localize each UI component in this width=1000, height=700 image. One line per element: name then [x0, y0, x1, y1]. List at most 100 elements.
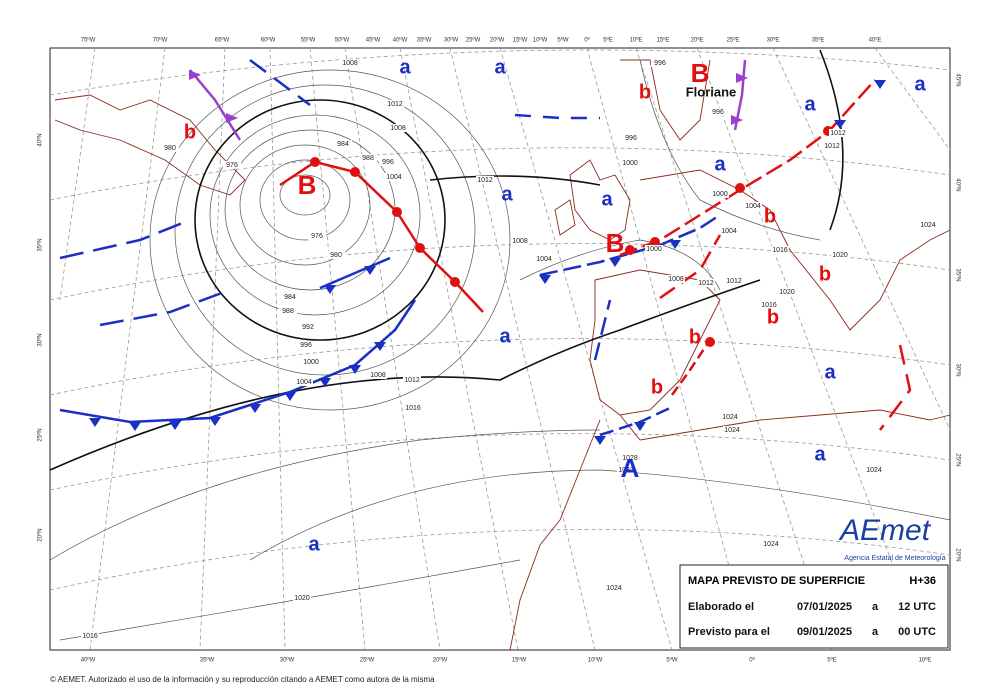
- latitude-label: 35ºN: [37, 238, 44, 251]
- cold-front-symbol: [594, 436, 606, 445]
- isobar-label: 1004: [296, 379, 312, 386]
- lead-time: H+36: [909, 575, 936, 587]
- cold-front-symbol: [249, 404, 261, 413]
- isobar-label-bg: [511, 237, 529, 245]
- longitude-label: 10ºW: [533, 37, 548, 44]
- latitude-label: 30ºN: [954, 363, 961, 376]
- warm-front-symbol: [415, 243, 425, 253]
- isobar-label-bg: [723, 426, 741, 434]
- pressure-minor: b: [767, 306, 779, 328]
- longitude-label: 20ºW: [433, 657, 448, 664]
- longitude-label: 35ºE: [812, 37, 825, 44]
- isobar-label-bg: [379, 158, 397, 166]
- longitude-label: 65ºW: [215, 37, 230, 44]
- pressure-center: A: [621, 453, 640, 483]
- isobar-label: 976: [226, 162, 238, 169]
- warm-front-symbol: [450, 277, 460, 287]
- isobar-label: 984: [284, 294, 296, 301]
- longitude-label: 10ºE: [630, 37, 643, 44]
- isobar-label: 1024: [606, 585, 622, 592]
- isobar-label: 1000: [712, 191, 728, 198]
- longitude-label: 40ºE: [869, 37, 882, 44]
- trough: [879, 344, 912, 431]
- warm-front-symbol: [350, 167, 360, 177]
- longitude-label: 40ºW: [393, 37, 408, 44]
- longitude-label: 10ºE: [919, 657, 932, 664]
- warm-front-symbol: [735, 183, 745, 193]
- trough: [659, 234, 722, 300]
- warm-front-symbol: [392, 207, 402, 217]
- cold-front-symbol: [364, 266, 376, 275]
- pressure-minor: a: [824, 361, 836, 383]
- latitude-label: 40ºN: [37, 133, 44, 146]
- cold-front-symbol: [874, 80, 886, 89]
- latitude-label: 35ºN: [954, 268, 961, 281]
- isobar-label: 992: [302, 324, 314, 331]
- pressure-minor: b: [184, 121, 196, 143]
- isobar-label-bg: [711, 190, 729, 198]
- pressure-minor: b: [639, 81, 651, 103]
- isobar-label-bg: [919, 221, 937, 229]
- occlusion-symbol: [226, 113, 238, 123]
- isobar-label: 1012: [830, 130, 846, 137]
- isobar-label: 1024: [866, 467, 882, 474]
- isobar-label-bg: [403, 376, 421, 384]
- info-cell: a: [872, 601, 879, 613]
- pressure-minor: b: [689, 326, 701, 348]
- info-title: MAPA PREVISTO DE SUPERFICIE: [688, 575, 865, 587]
- info-cell: 07/01/2025: [797, 601, 852, 613]
- storm-name: Floriane: [686, 84, 737, 99]
- cold-front-symbol: [129, 422, 141, 431]
- cold-front-symbol: [669, 240, 681, 249]
- isobar-label: 1016: [405, 405, 421, 412]
- pressure-minor: a: [714, 153, 726, 175]
- longitude-label: 70ºW: [153, 37, 168, 44]
- longitude-label: 10ºW: [588, 657, 603, 664]
- isobar-label-bg: [725, 277, 743, 285]
- isobars: [49, 49, 951, 641]
- longitude-label: 75ºW: [81, 37, 96, 44]
- isobar-label: 1008: [342, 60, 358, 67]
- logo: AEmet Agencia Estatal de Meteorología: [838, 514, 946, 562]
- info-cell: 00 UTC: [898, 626, 936, 638]
- isobar-label-bg: [299, 323, 317, 331]
- isobar-label: 1012: [726, 278, 742, 285]
- pressure-minor: a: [914, 73, 926, 95]
- isobar-label-bg: [617, 466, 635, 474]
- warm-front-symbol: [705, 337, 715, 347]
- copyright: © AEMET. Autorizado el uso de la informa…: [50, 675, 435, 684]
- longitude-label: 5ºE: [827, 657, 837, 664]
- pressure-center: B: [298, 170, 317, 200]
- occlusion-symbol: [731, 115, 743, 125]
- isobar-label: 996: [300, 342, 312, 349]
- cold-front-symbol: [89, 418, 101, 427]
- info-box-frame: [679, 564, 949, 649]
- info-cell: 09/01/2025: [797, 626, 852, 638]
- isobar-label: 1032: [618, 467, 634, 474]
- graticule: [49, 47, 951, 651]
- isobar-label: 1000: [622, 160, 638, 167]
- isobar-label: 1004: [721, 228, 737, 235]
- logo-name: AEmet: [838, 514, 932, 547]
- isobar-label-bg: [327, 251, 345, 259]
- info-cell: Previsto para el: [688, 626, 770, 638]
- cold-front-symbol: [609, 258, 621, 267]
- isobar-label: 988: [282, 308, 294, 315]
- isobar-label: 988: [362, 155, 374, 162]
- trough: [514, 113, 600, 120]
- isobar-label-bg: [667, 275, 685, 283]
- longitude-label: 25ºW: [360, 657, 375, 664]
- pressure-minor: a: [494, 56, 506, 78]
- isobar-label-bg: [697, 279, 715, 287]
- longitude-label: 5ºW: [557, 37, 569, 44]
- isobar-label: 1004: [536, 256, 552, 263]
- isobar-label-bg: [81, 632, 99, 640]
- pressure-minor: a: [499, 325, 511, 347]
- longitude-label: 25ºE: [727, 37, 740, 44]
- trough: [670, 339, 712, 396]
- isobar-label: 996: [382, 159, 394, 166]
- pressure-center: B: [606, 228, 625, 258]
- latitude-label: 40ºN: [954, 178, 961, 191]
- longitude-label: 40ºW: [81, 657, 96, 664]
- cold-front-symbol: [169, 421, 181, 430]
